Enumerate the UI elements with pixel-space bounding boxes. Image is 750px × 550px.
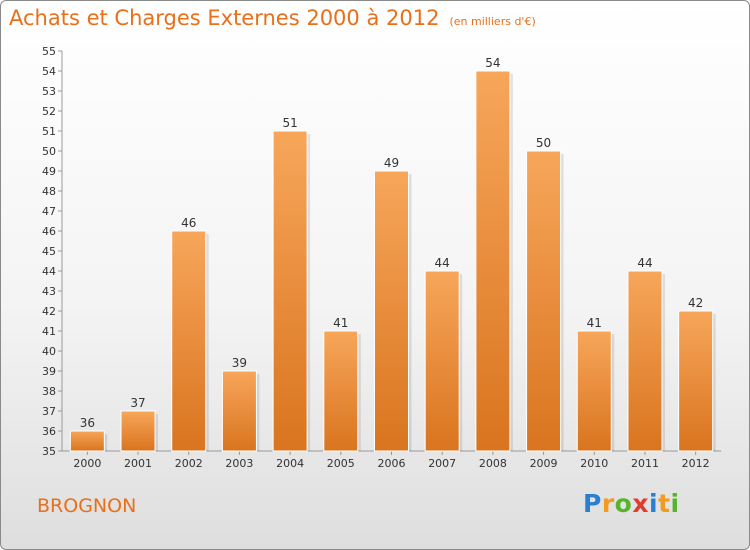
bar-2012 (678, 310, 714, 452)
y-tick-label: 43 (42, 285, 56, 298)
bar-2002 (171, 230, 207, 452)
y-tick-label: 41 (42, 325, 56, 338)
bar-value-label: 42 (688, 296, 703, 310)
bar-2004 (272, 130, 308, 452)
logo-letter: P (583, 489, 602, 518)
y-tick-label: 54 (42, 65, 56, 78)
bar-value-label: 46 (181, 216, 196, 230)
bar-2008 (475, 70, 511, 452)
logo-letter: o (614, 489, 633, 518)
y-tick-label: 38 (42, 385, 56, 398)
bar-2001 (120, 410, 156, 452)
bar-value-label: 41 (333, 316, 348, 330)
x-tick-label: 2008 (479, 457, 507, 470)
y-tick-label: 53 (42, 85, 56, 98)
y-tick-label: 42 (42, 305, 56, 318)
bar-2011 (627, 270, 663, 452)
y-tick-label: 40 (42, 345, 56, 358)
bar-2007 (424, 270, 460, 452)
bar-2009 (526, 150, 562, 452)
y-tick-label: 39 (42, 365, 56, 378)
bar-value-label: 37 (130, 396, 145, 410)
x-tick-label: 2002 (175, 457, 203, 470)
bar-value-label: 44 (435, 256, 450, 270)
proxiti-logo[interactable]: Proxiti (583, 489, 680, 518)
bar-value-label: 50 (536, 136, 551, 150)
bar-2006 (374, 170, 409, 452)
y-tick-label: 35 (42, 445, 56, 458)
bar-2000 (69, 430, 105, 452)
x-tick-label: 2003 (225, 457, 253, 470)
chart-bars: 36 37 46 39 51 41 49 44 54 50 41 44 42 (69, 56, 716, 452)
y-tick-label: 48 (42, 185, 56, 198)
y-tick-label: 47 (42, 205, 56, 218)
x-tick-label: 2007 (428, 457, 456, 470)
chart-title: Achats et Charges Externes 2000 à 2012 (e… (9, 6, 536, 30)
bar-value-label: 44 (637, 256, 652, 270)
chart-axes: 35 36 37 38 39 40 41 42 43 44 45 46 47 48 49 50 51 52 53 54… (42, 45, 721, 470)
y-tick-label: 45 (42, 245, 56, 258)
x-tick-label: 2011 (631, 457, 659, 470)
y-tick-label: 51 (42, 125, 56, 138)
bar-value-label: 54 (485, 56, 500, 70)
y-tick-label: 55 (42, 45, 56, 58)
logo-letter: x (632, 489, 649, 518)
y-tick-label: 44 (42, 265, 56, 278)
x-tick-label: 2012 (682, 457, 710, 470)
bar-value-label: 41 (587, 316, 602, 330)
chart-unit-note: (en milliers d'€) (449, 15, 536, 28)
y-tick-label: 46 (42, 225, 56, 238)
y-tick-label: 52 (42, 105, 56, 118)
bar-2003 (221, 370, 257, 452)
x-tick-label: 2010 (580, 457, 608, 470)
bar-value-label: 49 (384, 156, 399, 170)
town-name: BROGNON (37, 495, 137, 517)
x-tick-label: 2009 (530, 457, 558, 470)
x-tick-label: 2000 (73, 457, 101, 470)
x-tick-label: 2006 (378, 457, 406, 470)
bar-value-label: 39 (232, 356, 247, 370)
y-tick-label: 50 (42, 145, 56, 158)
logo-letter: i (670, 489, 680, 518)
y-tick-label: 37 (42, 405, 56, 418)
y-tick-label: 36 (42, 425, 56, 438)
x-tick-label: 2004 (276, 457, 304, 470)
chart-title-text: Achats et Charges Externes 2000 à 2012 (9, 6, 440, 30)
y-tick-label: 49 (42, 165, 56, 178)
logo-letter: r (601, 489, 615, 518)
x-tick-label: 2001 (124, 457, 152, 470)
x-tick-label: 2005 (327, 457, 355, 470)
logo-letter: t (658, 489, 671, 518)
bar-2005 (323, 330, 359, 452)
bar-2010 (576, 330, 612, 452)
bar-value-label: 36 (80, 416, 95, 430)
logo-letter: i (649, 489, 659, 518)
bar-value-label: 51 (282, 116, 297, 130)
